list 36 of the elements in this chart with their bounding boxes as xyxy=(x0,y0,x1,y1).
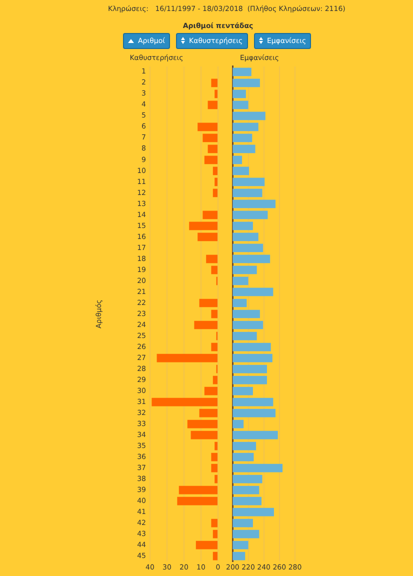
bar xyxy=(156,354,218,362)
bar xyxy=(214,178,218,186)
bar xyxy=(212,530,218,538)
bar xyxy=(194,320,218,330)
bar xyxy=(177,496,218,506)
bar xyxy=(214,90,218,98)
bar xyxy=(206,254,218,264)
bar xyxy=(211,310,218,318)
bar xyxy=(198,122,218,132)
bar xyxy=(190,430,218,440)
bar xyxy=(204,386,218,396)
bar xyxy=(211,464,218,472)
bar xyxy=(178,486,218,494)
bar xyxy=(196,540,218,550)
bar xyxy=(202,210,218,220)
bar xyxy=(187,420,218,428)
bar xyxy=(198,232,218,242)
bar xyxy=(211,342,218,352)
bar xyxy=(211,452,218,462)
bar xyxy=(214,474,218,484)
bar xyxy=(212,188,218,198)
bar xyxy=(199,298,218,308)
bar xyxy=(212,376,218,384)
bar xyxy=(212,552,218,560)
bar xyxy=(152,398,218,406)
bar xyxy=(189,222,218,230)
bar xyxy=(202,134,218,142)
bar xyxy=(208,100,218,110)
bar xyxy=(211,78,218,88)
bar xyxy=(211,518,218,528)
bar xyxy=(208,144,218,154)
bar xyxy=(211,266,218,274)
bar xyxy=(199,408,218,418)
bar xyxy=(212,166,218,176)
bar xyxy=(214,442,218,450)
bar xyxy=(204,156,218,164)
